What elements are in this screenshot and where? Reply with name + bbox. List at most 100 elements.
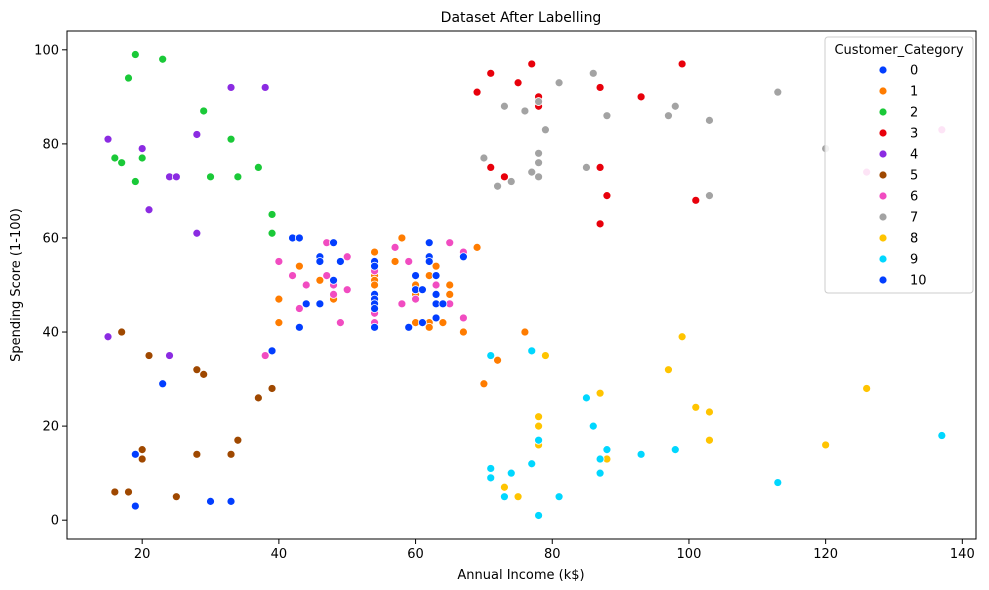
x-tick-label: 60 bbox=[407, 547, 424, 562]
data-point-category-6 bbox=[445, 238, 455, 248]
data-point-category-9 bbox=[554, 492, 564, 502]
data-point-category-10 bbox=[158, 379, 168, 389]
data-point-category-7 bbox=[479, 153, 489, 163]
data-point-category-7 bbox=[534, 97, 543, 106]
data-point-category-9 bbox=[527, 459, 537, 469]
data-point-category-5 bbox=[253, 393, 263, 403]
data-point-category-3 bbox=[595, 219, 605, 229]
data-point-category-5 bbox=[192, 365, 202, 375]
data-point-category-1 bbox=[445, 280, 455, 290]
data-point-category-6 bbox=[329, 290, 338, 299]
data-point-category-3 bbox=[595, 163, 605, 172]
legend-marker bbox=[878, 86, 888, 96]
data-point-category-4 bbox=[192, 228, 202, 238]
data-point-category-3 bbox=[691, 195, 701, 205]
data-point-category-7 bbox=[705, 191, 714, 201]
legend-label: 6 bbox=[910, 190, 918, 205]
data-point-category-5 bbox=[233, 435, 243, 445]
data-point-category-1 bbox=[431, 261, 441, 271]
data-point-category-8 bbox=[534, 412, 543, 422]
data-point-category-1 bbox=[438, 318, 448, 328]
data-point-category-6 bbox=[260, 351, 270, 360]
legend-label: 3 bbox=[910, 127, 918, 142]
x-axis-ticks: 20 40 60 80 100 120 140 bbox=[134, 539, 975, 562]
data-point-category-1 bbox=[370, 280, 379, 290]
data-point-category-9 bbox=[534, 435, 543, 445]
y-tick-label: 40 bbox=[42, 326, 59, 341]
data-point-category-4 bbox=[171, 172, 181, 182]
data-point-category-6 bbox=[459, 313, 468, 323]
y-tick-label: 60 bbox=[42, 231, 59, 246]
legend-label: 8 bbox=[910, 232, 918, 247]
legend-marker bbox=[878, 170, 888, 180]
data-point-category-10 bbox=[301, 299, 311, 309]
data-point-category-7 bbox=[582, 163, 591, 172]
data-point-category-7 bbox=[602, 111, 612, 121]
data-point-category-6 bbox=[274, 257, 284, 266]
data-point-category-2 bbox=[226, 134, 236, 144]
legend-marker bbox=[878, 128, 888, 138]
data-point-category-10 bbox=[130, 449, 140, 459]
legend-label: 5 bbox=[910, 169, 918, 184]
data-point-category-6 bbox=[390, 242, 400, 252]
data-point-category-1 bbox=[274, 294, 284, 304]
data-point-category-7 bbox=[670, 101, 680, 111]
legend-label: 7 bbox=[910, 211, 918, 226]
data-point-category-5 bbox=[144, 351, 154, 360]
data-point-category-8 bbox=[862, 384, 872, 393]
data-point-category-2 bbox=[110, 153, 120, 163]
x-tick-label: 120 bbox=[813, 547, 838, 562]
data-point-category-8 bbox=[821, 440, 831, 450]
data-point-category-10 bbox=[294, 322, 304, 332]
data-point-category-10 bbox=[329, 275, 338, 285]
data-point-category-3 bbox=[595, 83, 605, 92]
data-point-category-7 bbox=[506, 177, 516, 186]
x-tick-label: 140 bbox=[950, 547, 975, 562]
data-point-category-4 bbox=[165, 351, 174, 360]
data-point-category-1 bbox=[459, 327, 468, 337]
y-tick-label: 80 bbox=[42, 137, 59, 152]
data-point-category-3 bbox=[486, 163, 496, 172]
data-point-category-6 bbox=[342, 285, 352, 295]
data-point-category-6 bbox=[335, 318, 345, 328]
legend-marker bbox=[878, 107, 888, 117]
data-point-category-1 bbox=[479, 379, 489, 389]
data-point-category-10 bbox=[130, 501, 140, 511]
data-point-category-10 bbox=[459, 252, 468, 262]
data-point-category-10 bbox=[431, 313, 441, 323]
data-point-category-1 bbox=[445, 290, 455, 299]
data-point-category-8 bbox=[513, 492, 523, 502]
points-layer bbox=[103, 50, 947, 520]
data-point-category-9 bbox=[582, 393, 591, 403]
data-point-category-1 bbox=[424, 322, 434, 332]
data-point-category-10 bbox=[411, 271, 420, 280]
data-point-category-2 bbox=[199, 106, 209, 116]
data-point-category-7 bbox=[534, 172, 543, 182]
data-point-category-10 bbox=[329, 238, 338, 248]
data-point-category-7 bbox=[534, 148, 543, 158]
data-point-category-7 bbox=[664, 111, 673, 121]
data-point-category-8 bbox=[691, 402, 701, 412]
data-point-category-9 bbox=[670, 445, 680, 455]
data-point-category-9 bbox=[595, 454, 605, 464]
data-point-category-5 bbox=[192, 449, 202, 459]
data-point-category-1 bbox=[397, 233, 407, 243]
data-point-category-2 bbox=[233, 172, 243, 182]
data-point-category-7 bbox=[773, 87, 783, 97]
data-point-category-7 bbox=[534, 158, 543, 168]
data-point-category-3 bbox=[636, 92, 646, 102]
data-point-category-10 bbox=[424, 238, 434, 248]
y-axis-label: Spending Score (1-100) bbox=[9, 208, 24, 362]
data-point-category-9 bbox=[602, 445, 612, 455]
data-point-category-3 bbox=[472, 87, 482, 97]
legend-box bbox=[824, 36, 974, 294]
data-point-category-6 bbox=[342, 252, 352, 262]
data-point-category-2 bbox=[267, 210, 277, 219]
data-point-category-5 bbox=[137, 454, 147, 464]
data-point-category-5 bbox=[137, 445, 147, 455]
data-point-category-10 bbox=[431, 271, 441, 280]
data-point-category-5 bbox=[171, 492, 181, 502]
data-point-category-9 bbox=[486, 464, 496, 473]
data-point-category-8 bbox=[541, 351, 550, 360]
x-axis-label: Annual Income (k$) bbox=[457, 568, 584, 583]
